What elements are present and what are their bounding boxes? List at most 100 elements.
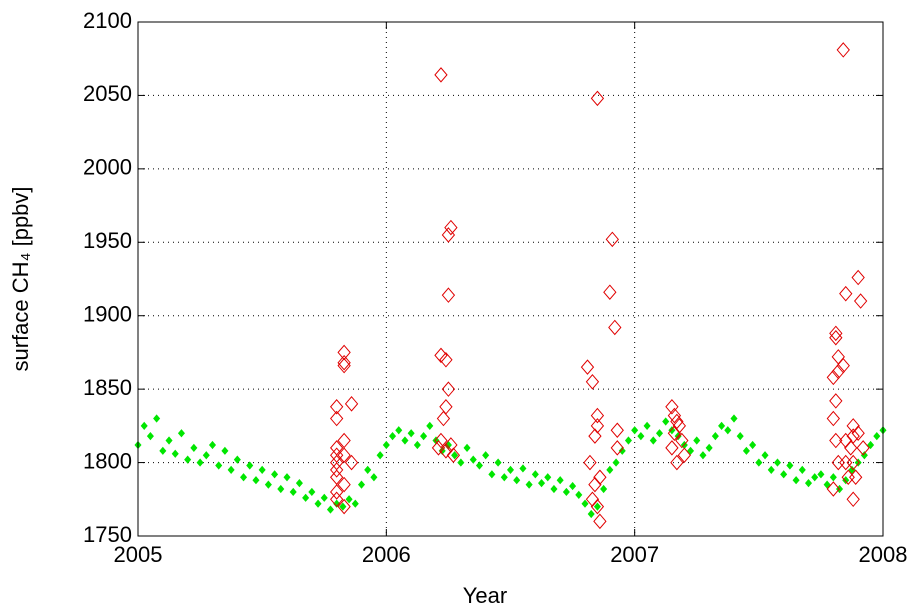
data-point	[761, 451, 769, 460]
data-point	[667, 407, 682, 424]
data-point	[867, 440, 875, 450]
data-point	[711, 432, 719, 441]
data-point	[767, 465, 775, 475]
data-point	[271, 470, 279, 479]
data-point	[326, 505, 334, 514]
data-point	[829, 393, 843, 409]
data-point	[851, 425, 865, 441]
data-point	[277, 484, 285, 494]
data-point	[749, 440, 757, 450]
data-point	[506, 465, 515, 475]
data-point	[655, 429, 664, 438]
data-point	[439, 352, 453, 368]
data-point	[672, 418, 687, 434]
data-point	[575, 490, 583, 499]
data-point	[308, 487, 316, 497]
data-point	[583, 454, 597, 471]
data-point	[344, 454, 359, 471]
data-point	[457, 458, 465, 467]
data-point	[588, 428, 602, 444]
data-point	[171, 449, 179, 458]
data-point	[441, 287, 456, 303]
data-point	[407, 429, 415, 438]
data-point	[330, 398, 344, 415]
data-point	[395, 426, 403, 435]
data-point	[662, 417, 670, 426]
data-point	[786, 461, 794, 470]
data-point	[330, 491, 344, 508]
data-point	[670, 454, 684, 471]
y-tick-label: 1750	[83, 522, 132, 547]
data-point	[330, 440, 344, 456]
data-point	[724, 426, 732, 435]
data-point	[302, 493, 310, 502]
data-point	[525, 480, 533, 489]
data-point	[376, 451, 384, 460]
data-point	[482, 451, 490, 460]
data-point	[320, 493, 328, 502]
data-point	[846, 491, 860, 508]
data-point	[588, 476, 602, 493]
data-point	[836, 357, 850, 374]
data-point	[344, 396, 359, 412]
data-point	[839, 432, 853, 449]
data-point	[610, 440, 624, 456]
data-point	[624, 436, 632, 445]
data-point	[643, 421, 651, 430]
data-point	[556, 476, 564, 485]
data-point	[699, 451, 707, 460]
y-tick-label: 1900	[83, 302, 132, 327]
data-point	[314, 499, 322, 508]
data-point	[513, 476, 521, 485]
data-point	[184, 455, 192, 464]
data-point	[610, 422, 624, 439]
data-point	[667, 425, 682, 441]
data-point	[202, 451, 210, 460]
data-point	[846, 418, 860, 434]
data-point	[389, 432, 397, 441]
data-point	[330, 410, 344, 427]
data-point	[140, 421, 148, 430]
data-point	[612, 458, 620, 467]
data-point	[264, 480, 272, 489]
data-point	[649, 436, 657, 445]
data-point	[798, 465, 806, 475]
data-point	[444, 219, 458, 236]
data-point	[851, 269, 865, 286]
data-point	[439, 443, 453, 459]
data-point	[544, 473, 552, 482]
data-point	[519, 464, 527, 473]
data-point	[856, 440, 870, 456]
data-point	[351, 499, 359, 508]
data-point	[330, 462, 344, 478]
data-point	[668, 426, 676, 435]
data-point	[590, 498, 605, 515]
data-point	[562, 487, 570, 497]
data-point	[357, 480, 366, 489]
data-point	[434, 347, 448, 364]
y-tick-label: 2050	[83, 81, 132, 106]
data-point	[153, 414, 161, 423]
data-point	[550, 484, 558, 494]
data-point	[345, 495, 353, 504]
data-point	[846, 454, 860, 471]
data-point	[431, 440, 446, 456]
data-point	[159, 446, 167, 455]
x-tick-label: 2007	[610, 542, 659, 567]
data-point	[780, 470, 788, 479]
data-point	[436, 410, 451, 427]
data-point	[829, 329, 843, 346]
data-point	[637, 432, 645, 441]
data-point	[817, 470, 825, 479]
data-point	[600, 484, 608, 494]
data-point	[500, 473, 508, 482]
data-point	[593, 469, 607, 486]
data-point	[585, 374, 600, 390]
data-point	[677, 447, 691, 463]
data-point	[826, 369, 840, 386]
data-point	[826, 410, 840, 427]
data-point	[849, 469, 863, 486]
data-point	[792, 476, 800, 485]
y-axis-label: surface CH₄ [ppbv]	[8, 186, 33, 371]
data-point	[593, 513, 607, 530]
